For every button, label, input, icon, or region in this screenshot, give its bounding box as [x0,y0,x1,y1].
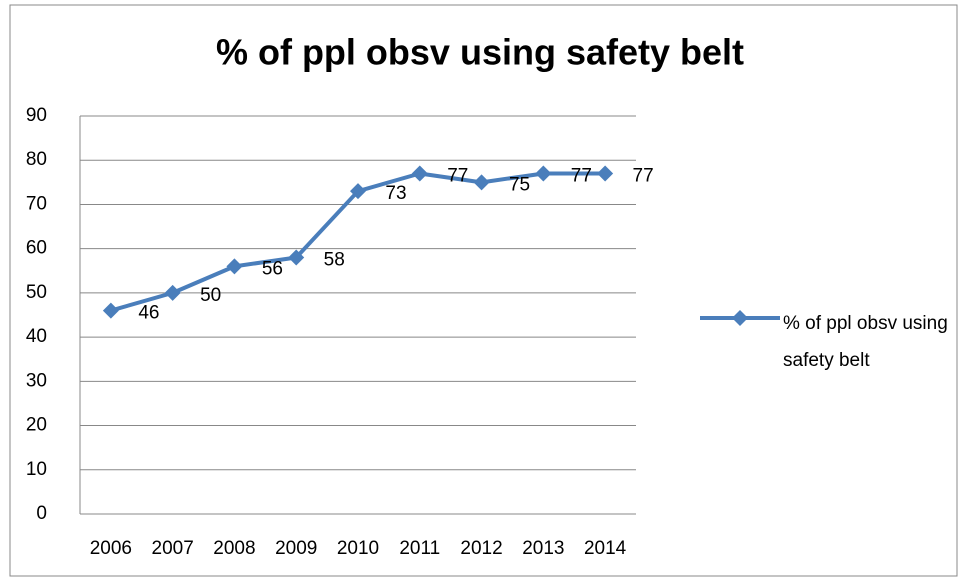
data-label: 75 [509,174,530,195]
legend-marker [732,310,748,326]
data-label: 77 [633,166,654,187]
data-label: 58 [324,250,345,271]
chart-border [9,4,958,577]
y-tick-label: 60 [26,238,47,259]
data-point [411,165,428,182]
data-label: 50 [200,285,221,306]
y-tick-label: 30 [26,370,47,391]
x-tick-label: 2010 [337,538,379,559]
data-point [350,183,366,200]
chart-title: % of ppl obsv using safety belt [216,32,744,73]
x-tick-label: 2012 [460,538,502,559]
x-tick-label: 2009 [275,538,317,559]
y-tick-label: 10 [26,459,47,480]
data-point [473,174,490,191]
data-label: 77 [571,166,592,187]
y-tick-label: 90 [26,105,47,126]
data-label: 46 [138,303,159,324]
data-point [535,165,552,182]
data-point [102,302,119,319]
x-tick-label: 2007 [152,538,194,559]
data-label: 73 [385,183,406,204]
x-tick-label: 2013 [522,538,564,559]
legend-label: % of ppl obsv using safety belt [783,313,948,371]
data-point [164,284,181,301]
y-tick-label: 0 [36,503,47,524]
x-tick-label: 2006 [90,538,132,559]
y-tick-label: 20 [26,415,47,436]
x-tick-label: 2011 [399,538,440,559]
data-label: 56 [262,258,283,279]
y-tick-label: 40 [26,326,47,347]
x-tick-label: 2014 [584,538,627,559]
y-tick-label: 80 [26,149,47,170]
y-tick-label: 70 [26,193,47,214]
data-label: 77 [447,166,468,187]
data-point [288,249,305,266]
data-point [597,165,614,182]
x-tick-label: 2008 [213,538,255,559]
y-tick-label: 50 [26,282,47,303]
data-point [226,258,243,275]
